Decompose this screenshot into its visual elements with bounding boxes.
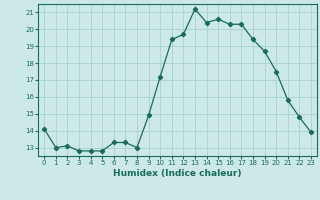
- X-axis label: Humidex (Indice chaleur): Humidex (Indice chaleur): [113, 169, 242, 178]
